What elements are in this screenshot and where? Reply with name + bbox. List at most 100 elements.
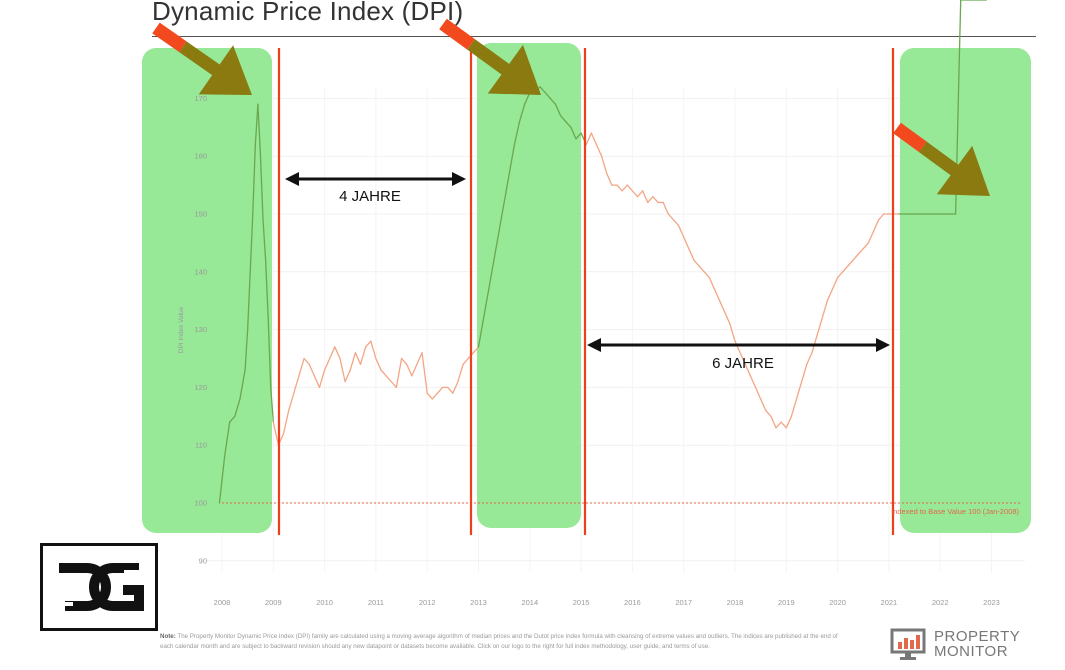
series-segment (229, 415, 236, 423)
x-tick-label: 2018 (727, 598, 744, 607)
series-segment (549, 97, 557, 105)
series-segment (267, 317, 272, 389)
series-segment (223, 421, 231, 458)
series-segment (447, 386, 454, 394)
series-segment (349, 352, 357, 371)
x-tick-label: 2020 (829, 598, 846, 607)
series-segment (636, 190, 644, 198)
highlight-box (900, 48, 1031, 533)
series-segment (288, 392, 295, 412)
series-segment (559, 115, 567, 123)
series-segment (318, 369, 326, 389)
series-segment (270, 386, 274, 423)
callout-arrow-tail (439, 18, 475, 50)
series-segment (246, 213, 254, 331)
series-segment (631, 190, 639, 198)
vertical-markers (277, 48, 895, 535)
x-tick-label: 2016 (624, 598, 641, 607)
series-segment (765, 409, 772, 417)
series-segment (272, 421, 277, 435)
dg-logo[interactable] (40, 543, 158, 631)
x-tick-label: 2015 (573, 598, 590, 607)
series-segment (590, 132, 598, 146)
series-segment (411, 363, 418, 377)
highlight-boxes (142, 43, 1031, 533)
series-segment (621, 184, 628, 192)
series-segment (600, 155, 608, 175)
series-segment (775, 421, 782, 429)
series-segment (539, 86, 546, 94)
span-arrowhead-right (876, 338, 890, 352)
series-segment (390, 380, 398, 389)
x-tick-label: 2021 (881, 598, 898, 607)
series-segment (508, 143, 516, 175)
span-arrowhead-left (587, 338, 601, 352)
series-segment (652, 196, 659, 204)
series-segment (416, 352, 423, 365)
x-tick-label: 2013 (470, 598, 487, 607)
series-segment (498, 201, 505, 232)
property-monitor-logo[interactable]: PROPERTY MONITOR (890, 628, 1040, 664)
series-segment (518, 103, 526, 123)
series-segment (472, 346, 480, 354)
series-segment (872, 219, 880, 232)
series-segment (877, 213, 885, 221)
note-text: The Property Monitor Dynamic Price Index… (160, 633, 838, 650)
series-segment (303, 357, 310, 365)
series-segment (406, 363, 413, 377)
series-segment (380, 369, 387, 377)
series-segment (683, 236, 690, 250)
series-segment (647, 196, 654, 204)
series-segment (457, 363, 464, 383)
series-segment (385, 375, 392, 383)
series-segment (862, 242, 870, 250)
series-segment (488, 259, 495, 290)
series-segment (329, 346, 336, 360)
y-tick-label: 160 (194, 152, 207, 161)
series-segment (718, 300, 726, 313)
series-segment (359, 346, 367, 365)
series-segment (375, 357, 382, 371)
y-tick-label: 110 (195, 441, 207, 450)
x-axis: 2008 2009 2010 2011 2012 2013 2014 2015 2016 2017… (214, 598, 1000, 607)
series-segment (785, 415, 793, 429)
series-segment (421, 352, 428, 394)
series-segment (642, 190, 649, 204)
x-tick-label: 2011 (368, 598, 384, 607)
x-tick-label: 2019 (778, 598, 795, 607)
duration-arrows (285, 172, 890, 352)
methodology-note: Note: The Property Monitor Dynamic Price… (160, 632, 850, 652)
series-segment (703, 271, 710, 279)
callout-arrows (152, 18, 990, 196)
series-segment (734, 340, 741, 354)
y-tick-label: 140 (194, 267, 207, 276)
series-segment (262, 219, 267, 261)
series-segment (806, 352, 813, 365)
callout-arrow-head (919, 141, 990, 196)
y-axis-label: DPI Index Value (178, 306, 185, 353)
x-tick-label: 2017 (675, 598, 692, 607)
series-segment (826, 288, 834, 302)
series-segment (724, 311, 731, 325)
series-segment (770, 415, 777, 429)
series-segment (354, 352, 362, 365)
title-divider (152, 36, 1036, 37)
series-segment (836, 271, 844, 279)
series-segment (739, 352, 746, 365)
x-tick-label: 2014 (521, 598, 538, 607)
series-segment (344, 369, 351, 383)
series-segment (493, 230, 500, 261)
series-segment (744, 363, 752, 377)
series-segment (334, 346, 341, 360)
series-segment (795, 380, 803, 400)
y-tick-label: 130 (194, 325, 207, 334)
series-segment (847, 259, 854, 267)
dg-logo-mark (43, 563, 155, 611)
series-segment (513, 120, 521, 146)
series-segment (293, 375, 300, 394)
series-segment (477, 317, 485, 348)
series-segment (667, 213, 675, 221)
series-segment (298, 357, 305, 377)
series-segment (693, 259, 700, 267)
